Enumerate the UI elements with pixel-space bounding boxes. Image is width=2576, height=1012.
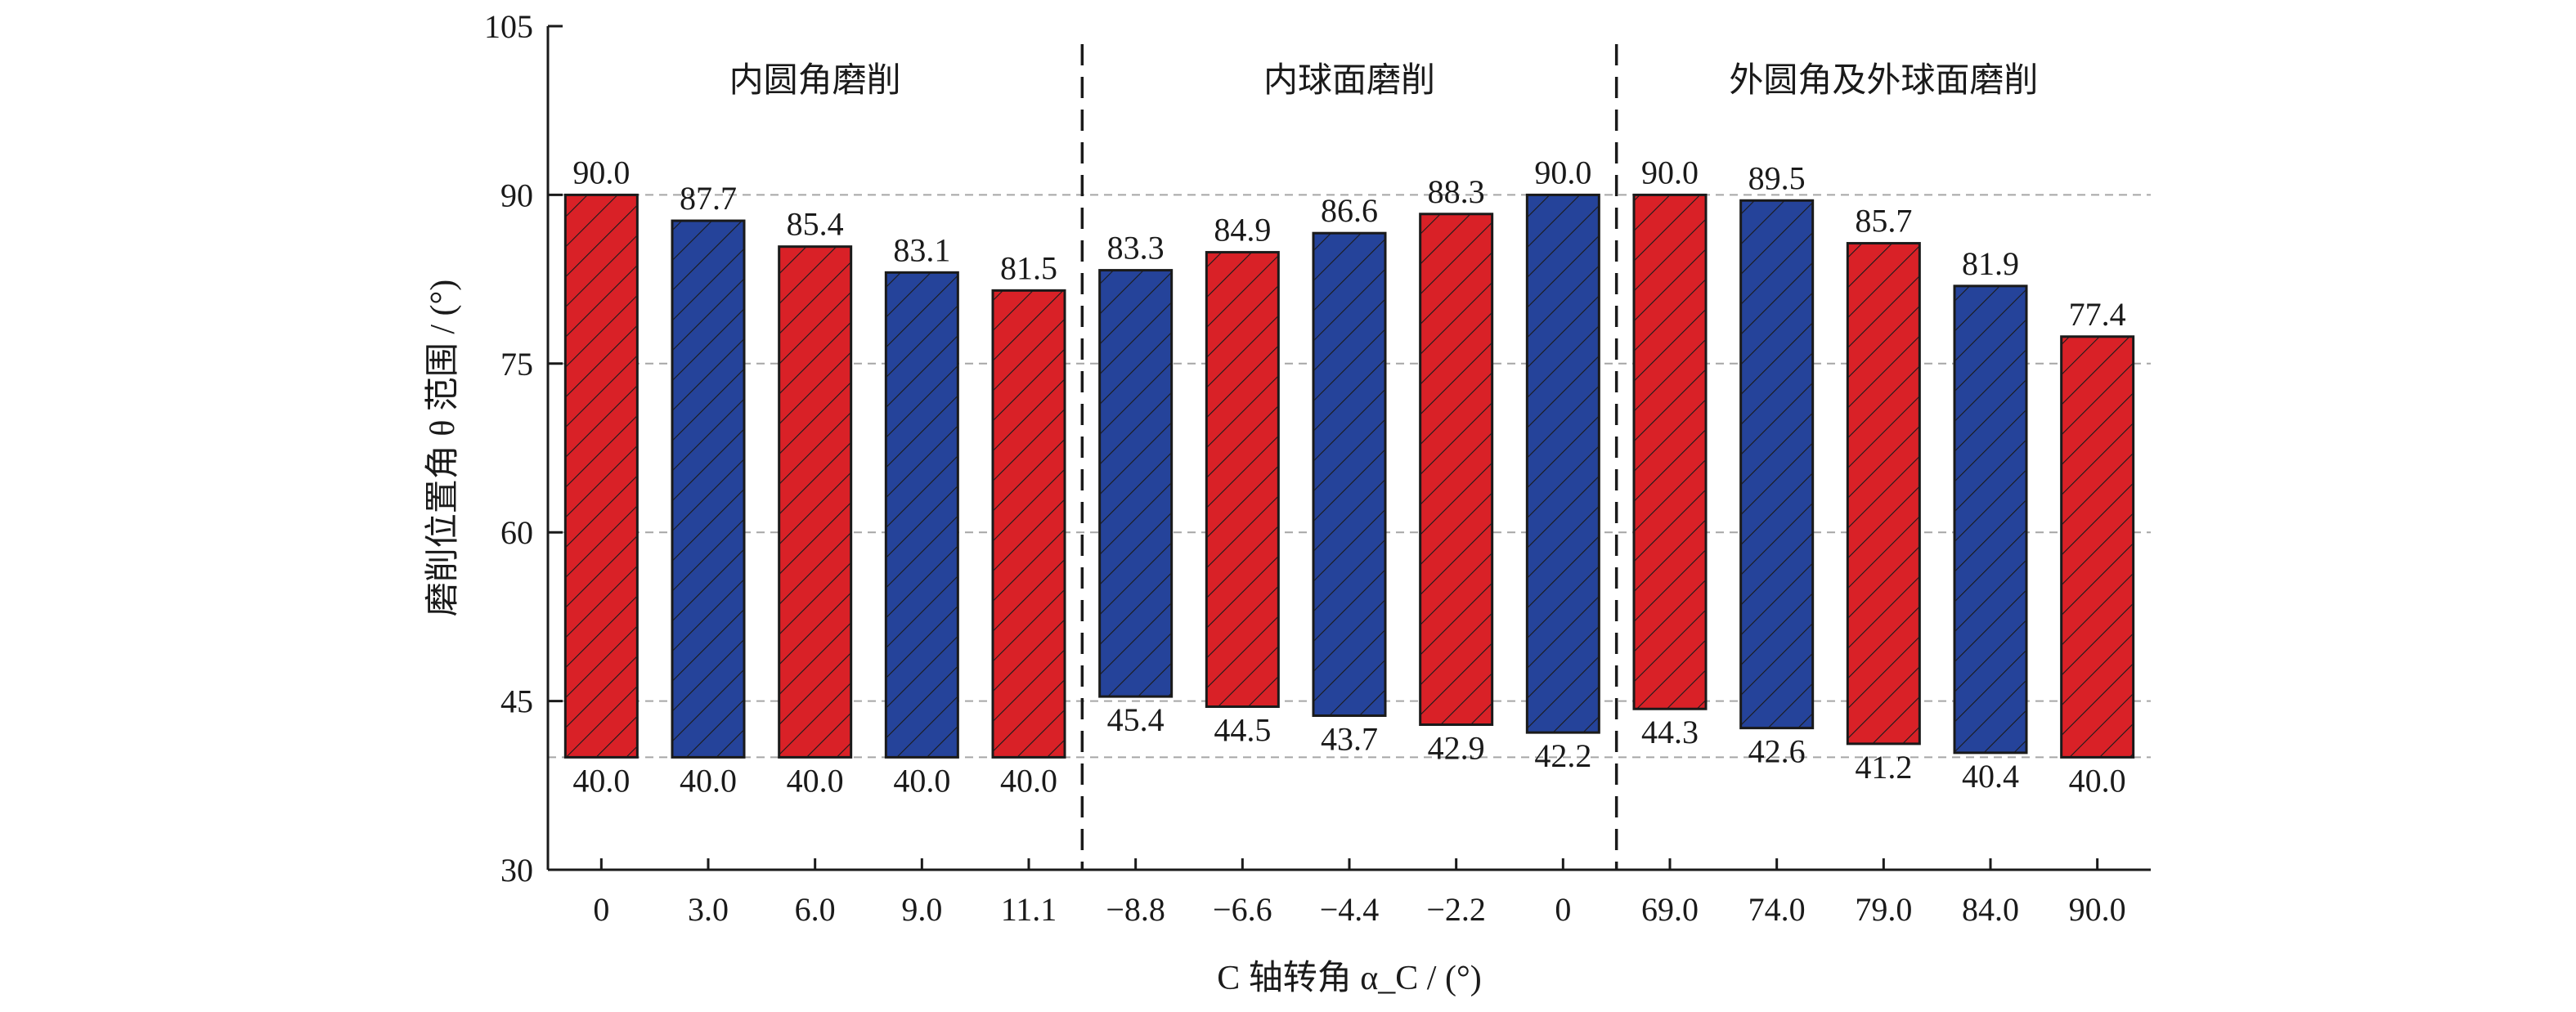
high-value-label: 77.4	[2069, 296, 2126, 333]
bar-hatch	[778, 245, 853, 759]
bar-hatch	[1419, 213, 1494, 726]
low-value-label: 45.4	[1107, 701, 1165, 738]
bar-group	[884, 271, 959, 759]
bar-hatch	[1846, 242, 1921, 746]
high-value-label: 81.9	[1962, 245, 2019, 282]
bar-group	[2060, 335, 2135, 759]
region-label: 内圆角磨削	[729, 62, 901, 100]
bar-group	[1098, 269, 1174, 698]
bar-hatch	[1739, 199, 1815, 730]
bar-hatch	[1205, 251, 1280, 708]
value-labels: 90.0 40.0 87.7 40.0 85.4 40.0 83.1 40.0 81.5 40.0…	[572, 154, 2125, 799]
high-value-label: 89.5	[1748, 159, 1806, 196]
bar-hatch	[671, 219, 746, 759]
y-tick-label: 45	[500, 683, 533, 720]
high-value-label: 87.7	[680, 180, 737, 217]
low-value-label: 40.4	[1962, 758, 2019, 795]
x-tick-label: 84.0	[1962, 891, 2019, 928]
x-tick-label: 3.0	[688, 891, 729, 928]
bar-hatch	[991, 289, 1066, 759]
x-tick-label: −2.2	[1426, 891, 1486, 928]
y-tick-label: 30	[500, 852, 533, 889]
y-tick-label: 90	[500, 177, 533, 213]
bar-hatch	[1632, 193, 1708, 710]
x-tick-label: 9.0	[901, 891, 942, 928]
x-tick-label: −6.6	[1213, 891, 1272, 928]
bars	[563, 193, 2135, 759]
bar-group	[671, 219, 746, 759]
low-value-label: 42.9	[1428, 729, 1485, 766]
x-tick-label: 6.0	[795, 891, 836, 928]
x-axis-title: C 轴转角 α_C / (°)	[1217, 960, 1481, 997]
low-value-label: 40.0	[572, 762, 630, 799]
low-value-label: 40.0	[893, 762, 950, 799]
low-value-label: 42.6	[1748, 733, 1806, 770]
high-value-label: 90.0	[572, 154, 630, 190]
high-value-label: 83.1	[893, 231, 950, 268]
high-value-label: 90.0	[1534, 154, 1591, 190]
x-tick-label: 90.0	[2069, 891, 2126, 928]
region-label: 内球面磨削	[1263, 62, 1435, 100]
low-value-label: 40.0	[2069, 762, 2126, 799]
bar-group	[1739, 199, 1815, 730]
bar-hatch	[1098, 269, 1174, 698]
bar-group	[778, 245, 853, 759]
x-tick-label: 0	[593, 891, 609, 928]
bar-group	[1205, 251, 1280, 708]
bar-group	[1632, 193, 1708, 710]
low-value-label: 40.0	[1000, 762, 1057, 799]
low-value-label: 42.2	[1534, 737, 1591, 774]
bar-hatch	[884, 271, 959, 759]
x-tick-label: 74.0	[1748, 891, 1806, 928]
high-value-label: 85.4	[787, 206, 844, 243]
x-tick-label: −4.4	[1320, 891, 1380, 928]
y-tick-label: 60	[500, 514, 533, 551]
low-value-label: 44.3	[1641, 714, 1699, 750]
bar-hatch	[1953, 284, 2028, 755]
high-value-label: 86.6	[1321, 192, 1378, 229]
y-axis-title: 磨削位置角 θ 范围 / (°)	[424, 280, 462, 617]
high-value-label: 90.0	[1641, 154, 1699, 190]
bar-hatch	[2060, 335, 2135, 759]
high-value-label: 81.5	[1000, 249, 1057, 286]
bar-hatch	[563, 193, 639, 759]
x-tick-label: −8.8	[1106, 891, 1165, 928]
bar-group	[563, 193, 639, 759]
axis-titles: C 轴转角 α_C / (°) 磨削位置角 θ 范围 / (°)	[424, 280, 1482, 997]
y-tick-label: 105	[484, 8, 533, 45]
bar-group	[1525, 193, 1600, 734]
bar-hatch	[1312, 231, 1387, 717]
low-value-label: 41.2	[1855, 749, 1912, 786]
x-tick-label: 0	[1555, 891, 1571, 928]
bar-group	[1419, 213, 1494, 726]
low-value-label: 40.0	[787, 762, 844, 799]
bar-group	[1312, 231, 1387, 717]
high-value-label: 88.3	[1428, 173, 1485, 210]
low-value-label: 43.7	[1321, 720, 1378, 757]
bar-hatch	[1525, 193, 1600, 734]
x-tick-label: 11.1	[1001, 891, 1057, 928]
axes: 30 45 60 75 90 105 0 3.0 6.0 9.0 11.1 −8.8 −6.6 −4.4 −…	[484, 8, 2151, 928]
bar-group	[991, 289, 1066, 759]
low-value-label: 40.0	[680, 762, 737, 799]
high-value-label: 84.9	[1214, 212, 1271, 249]
x-tick-label: 69.0	[1641, 891, 1699, 928]
region-labels: 内圆角磨削 内球面磨削 外圆角及外球面磨削	[729, 62, 2039, 100]
region-separators	[1080, 44, 1618, 870]
high-value-label: 85.7	[1855, 203, 1912, 240]
region-label: 外圆角及外球面磨削	[1729, 62, 2038, 100]
bar-group	[1953, 284, 2028, 755]
low-value-label: 44.5	[1214, 711, 1271, 748]
x-tick-label: 79.0	[1855, 891, 1912, 928]
bar-group	[1846, 242, 1921, 746]
high-value-label: 83.3	[1107, 230, 1165, 266]
y-tick-label: 75	[500, 346, 533, 383]
